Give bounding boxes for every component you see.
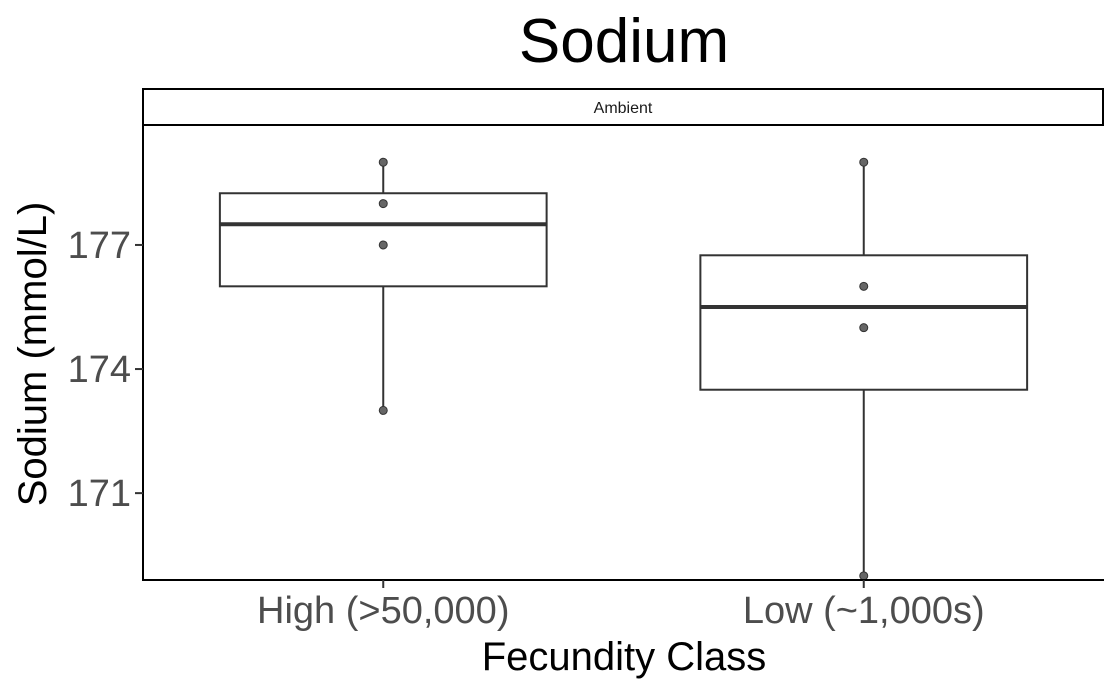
x-tick-label: Low (~1,000s) [743,590,985,632]
y-tick-label: 171 [68,473,131,515]
plot-panel [218,157,1029,581]
box-iqr [218,192,548,288]
data-point [378,240,388,250]
x-tick-label: High (>50,000) [257,590,509,632]
chart-title: Sodium [519,7,729,76]
data-point [378,157,388,167]
y-tick-label: 177 [68,225,131,267]
y-axis-ticks: 171 174 177 [68,225,143,515]
data-point [859,281,869,291]
data-point [859,323,869,333]
box-group-1 [218,157,548,415]
box-iqr [699,254,1029,391]
facet-strip [142,88,1104,126]
data-point [378,199,388,209]
data-point [378,405,388,415]
data-point [859,157,869,167]
data-point [859,571,869,581]
y-axis-title: Sodium (mmol/L) [11,202,55,507]
facet-label: Ambient [594,100,653,117]
box-group-2 [699,157,1029,581]
y-tick-label: 174 [68,349,131,391]
x-axis-ticks: High (>50,000) Low (~1,000s) [257,580,985,632]
x-axis-title: Fecundity Class [482,635,767,679]
